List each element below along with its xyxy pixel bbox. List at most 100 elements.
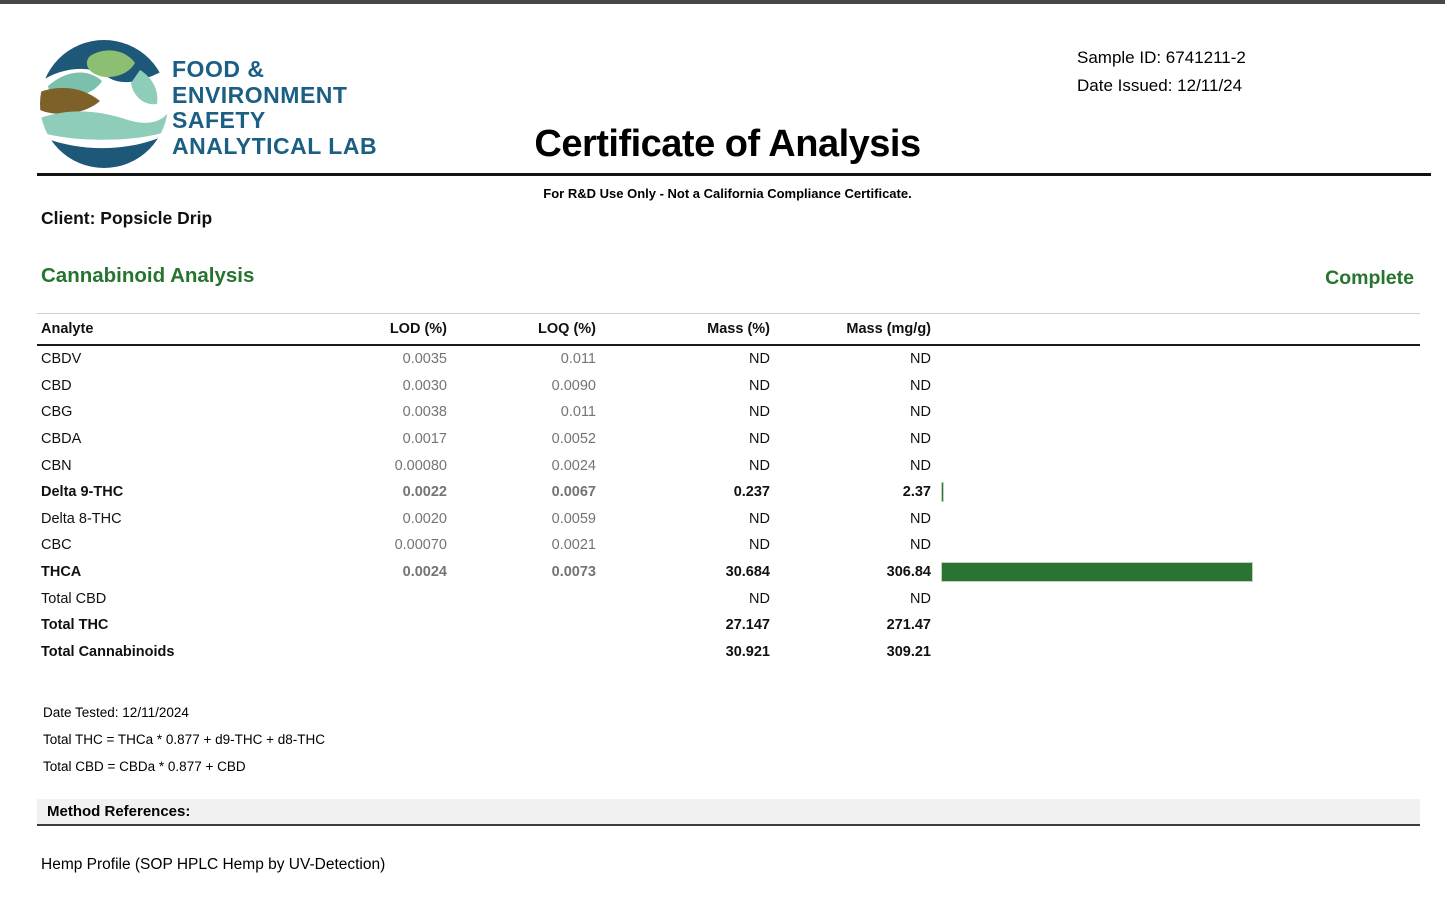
table-row: Total CBD ND ND [37,585,1420,612]
status-badge: Complete [1325,267,1414,289]
top-window-bar [0,0,1445,4]
mass-pct-cell: 27.147 [725,617,770,634]
method-references-header: Method References: [37,799,1420,826]
mass-mgg-cell: ND [910,431,931,448]
compliance-note: For R&D Use Only - Not a California Comp… [543,186,912,201]
analyte-cell: CBDA [41,431,82,448]
table-row: Delta 9-THC 0.0022 0.0067 0.237 2.37 [37,479,1420,506]
mass-mgg-cell: ND [910,510,931,527]
lod-cell: 0.0020 [402,510,447,527]
total-thc-formula: Total THC = THCa * 0.877 + d9-THC + d8-T… [43,732,325,747]
bar-cell [931,562,1420,583]
mass-bar [941,562,1253,583]
lod-cell: 0.00070 [394,537,447,554]
mass-mgg-cell: 306.84 [886,564,931,581]
sample-id: Sample ID: 6741211-2 [1077,48,1246,67]
mass-pct-cell: 30.684 [725,564,770,581]
analyte-cell: Total CBD [41,590,107,607]
mass-mgg-cell: ND [910,404,931,421]
analyte-cell: Total Cannabinoids [41,643,175,660]
lab-name-line: FOOD & [172,56,265,82]
date-issued: Date Issued: 12/11/24 [1077,75,1243,95]
table-header-row: Analyte LOD (%) LOQ (%) Mass (%) Mass (m… [37,314,1420,346]
loq-cell: 0.011 [560,404,596,421]
analyte-cell: CBDV [41,351,82,368]
analyte-cell: Delta 9-THC [41,484,124,501]
lod-cell: 0.00080 [394,457,447,474]
lod-cell: 0.0035 [402,351,447,368]
mass-mgg-cell: ND [910,457,931,474]
lod-cell: 0.0022 [402,484,447,501]
table-row: CBDA 0.0017 0.0052 ND ND [37,426,1420,453]
method-references-label: Method References: [47,803,191,820]
lod-cell: 0.0030 [402,377,447,394]
mass-mgg-cell: 309.21 [886,643,931,660]
cannabinoid-table: Analyte LOD (%) LOQ (%) Mass (%) Mass (m… [37,313,1420,665]
analyte-cell: CBG [41,404,73,421]
date-tested-note: Date Tested: 12/11/2024 [43,705,189,720]
table-row: THCA 0.0024 0.0073 30.684 306.84 [37,559,1420,586]
lab-name: FOOD & ENVIRONMENT SAFETY ANALYTICAL LAB [172,56,378,159]
analyte-cell: THCA [41,564,82,581]
mass-pct-cell: ND [749,377,770,394]
analyte-cell: CBD [41,377,72,394]
page-title: Certificate of Analysis [534,123,921,165]
col-header-loq: LOQ (%) [538,321,596,337]
client-name: Client: Popsicle Drip [41,208,213,228]
mass-pct-cell: ND [749,431,770,448]
table-row: Total THC 27.147 271.47 [37,612,1420,639]
lod-cell: 0.0017 [402,431,447,448]
table-row: CBDV 0.0035 0.011 ND ND [37,346,1420,373]
loq-cell: 0.0059 [551,510,596,527]
sample-info: Sample ID: 6741211-2 Date Issued: 12/11/… [1077,44,1246,99]
loq-cell: 0.0073 [551,564,596,581]
table-row: CBN 0.00080 0.0024 ND ND [37,452,1420,479]
col-header-mass-mgg: Mass (mg/g) [846,321,931,337]
mass-mgg-cell: 271.47 [886,617,931,634]
mass-pct-cell: 30.921 [725,643,770,660]
analyte-cell: CBC [41,537,72,554]
mass-pct-cell: ND [749,537,770,554]
mass-bar [941,482,944,503]
table-row: Delta 8-THC 0.0020 0.0059 ND ND [37,506,1420,533]
analyte-cell: Total THC [41,617,109,634]
analyte-cell: Delta 8-THC [41,510,122,527]
lod-cell: 0.0024 [402,564,447,581]
lab-logo-icon [40,40,168,168]
loq-cell: 0.0067 [551,484,596,501]
mass-mgg-cell: ND [910,377,931,394]
mass-pct-cell: 0.237 [733,484,770,501]
bar-cell [931,482,1420,503]
mass-pct-cell: ND [749,510,770,527]
loq-cell: 0.0090 [551,377,596,394]
analyte-cell: CBN [41,457,72,474]
col-header-mass-pct: Mass (%) [707,321,770,337]
lod-cell: 0.0038 [402,404,447,421]
mass-mgg-cell: ND [910,537,931,554]
mass-pct-cell: ND [749,590,770,607]
footnotes: Date Tested: 12/11/2024 Total THC = THCa… [43,699,325,780]
lab-name-line: ENVIRONMENT [172,81,348,108]
lab-name-line: ANALYTICAL LAB [172,132,378,159]
loq-cell: 0.0052 [551,431,596,448]
loq-cell: 0.011 [560,351,596,368]
table-row: Total Cannabinoids 30.921 309.21 [37,639,1420,666]
total-cbd-formula: Total CBD = CBDa * 0.877 + CBD [43,759,246,774]
analyte-table-body: CBDV 0.0035 0.011 ND ND CBD 0.0030 0.009… [37,346,1420,665]
mass-pct-cell: ND [749,351,770,368]
section-title: Cannabinoid Analysis [41,264,255,287]
loq-cell: 0.0021 [551,537,596,554]
lab-name-line: SAFETY [172,107,266,133]
mass-pct-cell: ND [749,404,770,421]
col-header-analyte: Analyte [41,321,94,337]
table-row: CBC 0.00070 0.0021 ND ND [37,532,1420,559]
header-divider [37,173,1431,176]
table-row: CBG 0.0038 0.011 ND ND [37,399,1420,426]
col-header-lod: LOD (%) [389,321,447,337]
mass-pct-cell: ND [749,457,770,474]
method-reference-item: Hemp Profile (SOP HPLC Hemp by UV-Detect… [41,856,386,873]
mass-mgg-cell: 2.37 [902,484,931,501]
table-row: CBD 0.0030 0.0090 ND ND [37,373,1420,400]
loq-cell: 0.0024 [551,457,596,474]
